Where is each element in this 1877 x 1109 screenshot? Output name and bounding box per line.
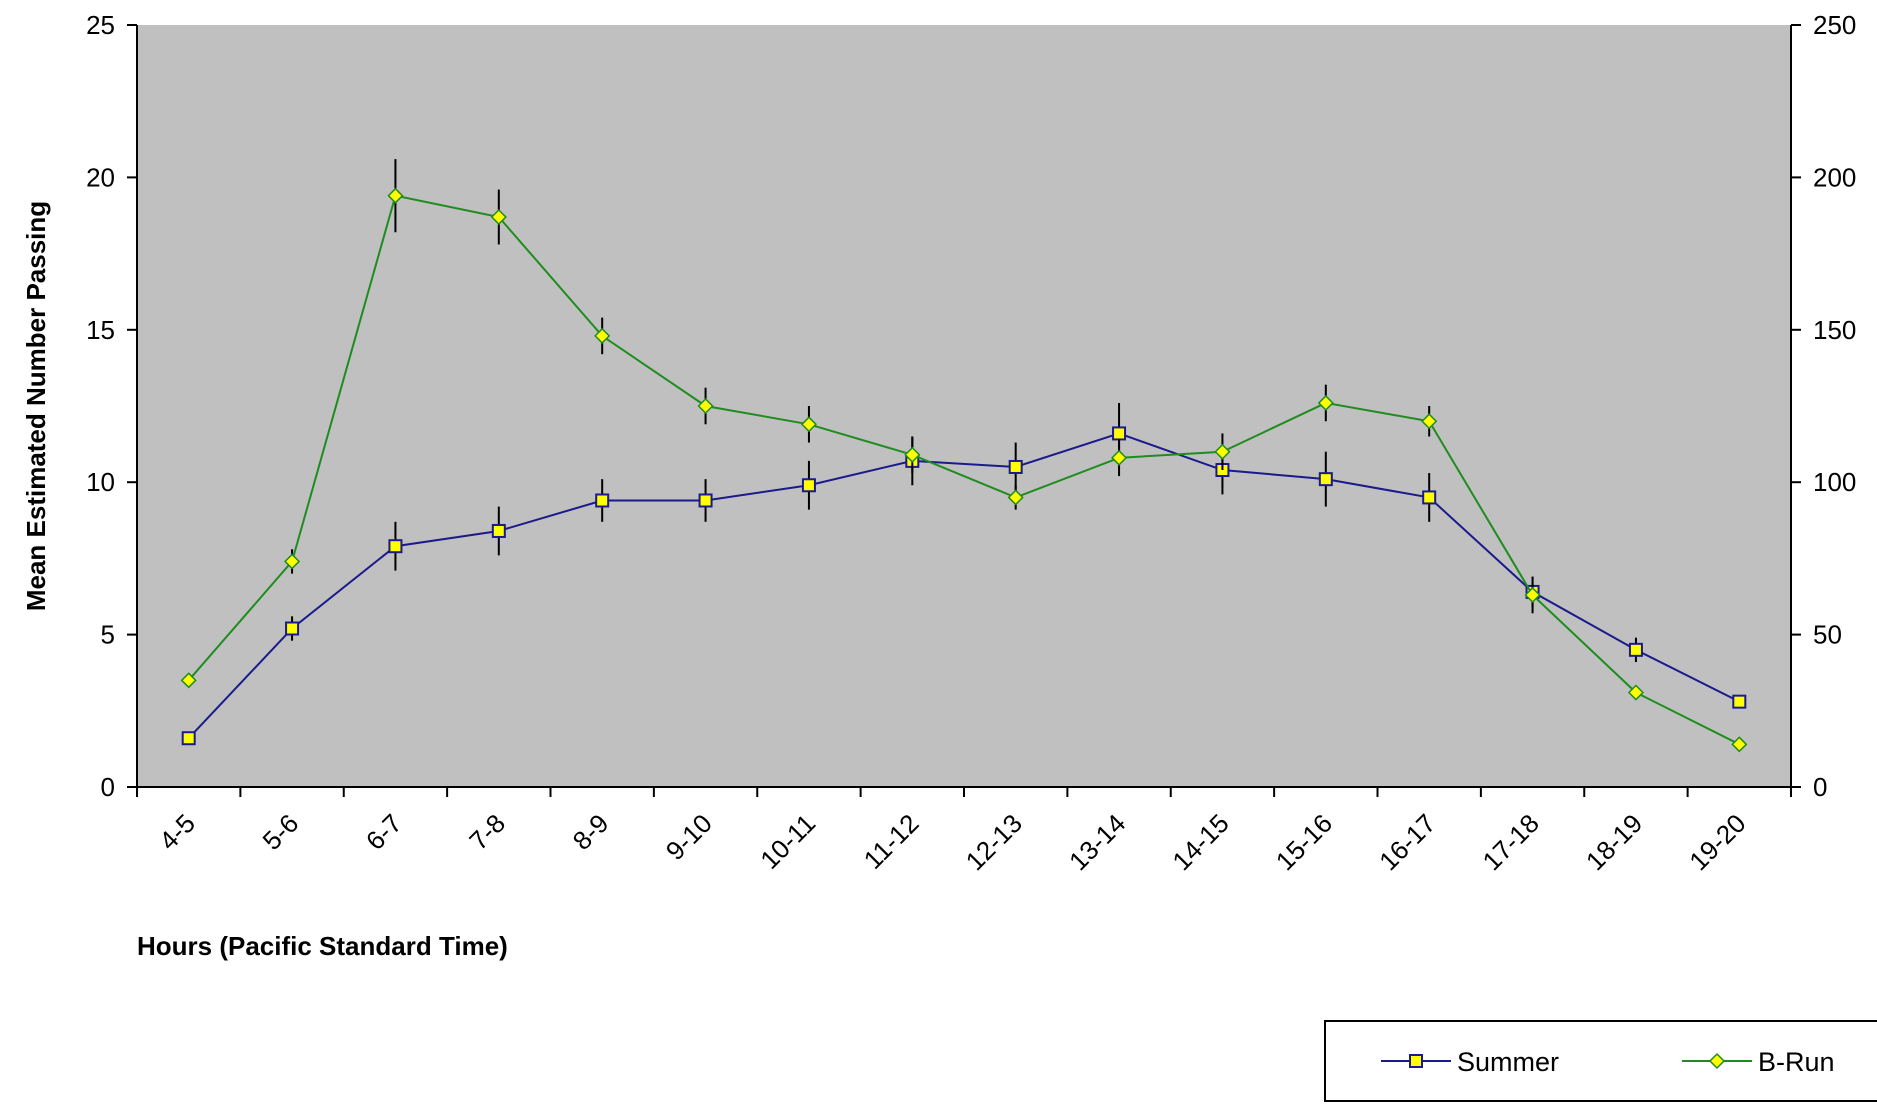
data-point — [284, 553, 301, 570]
data-point — [1008, 459, 1023, 474]
y2-tick-label: 0 — [1813, 772, 1827, 802]
data-point — [180, 672, 197, 689]
y2-tick-label: 200 — [1813, 162, 1856, 192]
x-tick-label: 16-17 — [1373, 808, 1441, 876]
x-tick-label: 5-6 — [257, 808, 305, 856]
legend-label: Summer — [1457, 1047, 1559, 1077]
legend-marker — [1708, 1052, 1726, 1070]
data-point — [181, 731, 196, 746]
y-tick-label: 0 — [101, 772, 115, 802]
y-tick-label: 15 — [86, 315, 115, 345]
data-point — [1214, 443, 1231, 460]
plot-area — [137, 25, 1791, 787]
data-point — [490, 208, 507, 226]
y-tick-label: 20 — [86, 162, 115, 192]
data-point — [594, 327, 611, 344]
data-point — [285, 621, 300, 636]
data-point — [1732, 694, 1747, 709]
series-b-run — [180, 159, 1748, 753]
data-point — [1422, 490, 1437, 505]
data-point — [801, 478, 816, 493]
data-point — [1524, 586, 1541, 604]
data-point — [595, 493, 610, 508]
data-point — [491, 523, 506, 538]
x-tick-label: 12-13 — [960, 808, 1028, 876]
data-point — [1111, 449, 1128, 466]
data-point — [904, 446, 921, 463]
x-tick-label: 17-18 — [1477, 808, 1545, 876]
legend: Summer B-Run — [1324, 1020, 1877, 1102]
series-layer — [180, 159, 1748, 753]
y2-tick-label: 50 — [1813, 620, 1842, 650]
data-point — [697, 397, 714, 415]
data-point — [800, 416, 817, 433]
data-point — [1628, 642, 1643, 657]
data-point — [1007, 489, 1024, 506]
data-point — [1112, 426, 1127, 441]
x-tick-label: 13-14 — [1063, 808, 1131, 876]
x-tick-label: 18-19 — [1580, 808, 1648, 876]
legend-label: B-Run — [1758, 1047, 1835, 1077]
data-point — [388, 539, 403, 554]
x-axis-title: Hours (Pacific Standard Time) — [137, 931, 508, 961]
x-tick-label: 14-15 — [1166, 808, 1234, 876]
data-point — [1317, 394, 1334, 412]
x-tick-label: 7-8 — [463, 808, 511, 856]
x-tick-label: 8-9 — [567, 808, 615, 856]
y-tick-label: 25 — [86, 10, 115, 40]
x-tick-label: 9-10 — [660, 808, 718, 866]
series-line — [187, 194, 1740, 746]
x-tick-label: 15-16 — [1270, 808, 1338, 876]
y2-tick-label: 150 — [1813, 315, 1856, 345]
data-point — [1421, 413, 1438, 430]
data-point — [1318, 472, 1333, 487]
legend-marker — [1409, 1054, 1423, 1068]
x-tick-label: 19-20 — [1683, 808, 1751, 876]
y-tick-label: 5 — [101, 620, 115, 650]
series-line — [187, 432, 1740, 739]
x-tick-label: 10-11 — [754, 808, 821, 875]
data-point — [698, 493, 713, 508]
y-tick-label: 10 — [86, 467, 115, 497]
x-tick-label: 6-7 — [360, 808, 408, 856]
x-tick-label: 4-5 — [153, 808, 201, 856]
data-point — [387, 187, 404, 204]
y2-tick-label: 250 — [1813, 10, 1856, 40]
data-point — [1731, 736, 1748, 753]
y2-tick-label: 100 — [1813, 467, 1856, 497]
y-axis-title: Mean Estimated Number Passing — [21, 201, 51, 611]
x-tick-label: 11-12 — [858, 808, 925, 875]
data-point — [1627, 684, 1644, 701]
